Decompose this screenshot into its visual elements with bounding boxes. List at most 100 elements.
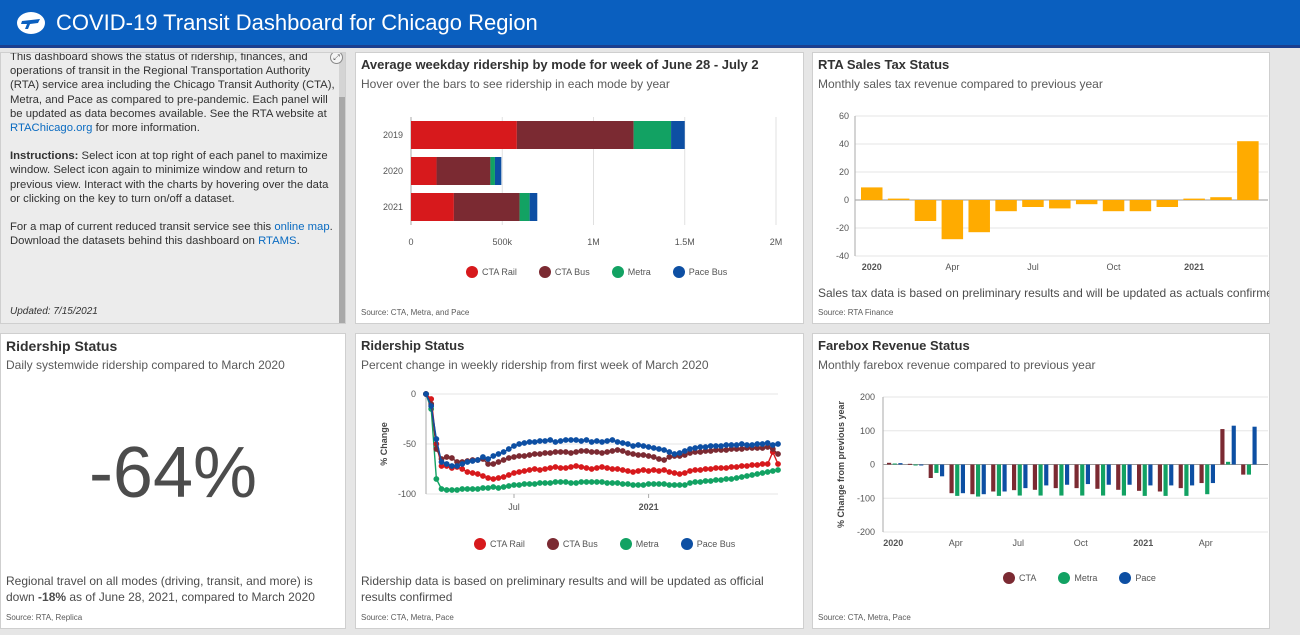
bar	[887, 462, 892, 465]
data-point	[500, 457, 507, 463]
bar	[1038, 464, 1043, 496]
bar	[1127, 464, 1132, 485]
weekday-legend[interactable]: CTA Rail CTA Bus Metra Pace Bus	[466, 266, 749, 278]
data-point	[728, 446, 735, 452]
y-tick-label: 2019	[383, 130, 403, 140]
x-tick-label: 2020	[862, 262, 882, 272]
online-map-link[interactable]: online map	[274, 221, 330, 234]
data-point	[769, 442, 776, 448]
weekday-legend-item[interactable]: Metra	[611, 266, 651, 278]
data-point	[624, 450, 631, 456]
data-point	[671, 451, 678, 457]
x-tick-label: 2M	[770, 237, 783, 247]
data-point	[604, 449, 611, 455]
data-point	[738, 441, 745, 447]
data-point	[526, 439, 533, 445]
data-point	[531, 439, 538, 445]
data-point	[676, 471, 683, 477]
weekly-line-chart[interactable]: 0 -50 -100 % Change Jul 2021	[356, 386, 804, 536]
bar	[940, 464, 945, 477]
data-point	[542, 438, 548, 444]
data-point	[604, 465, 611, 471]
bar-segment	[519, 193, 530, 221]
data-point	[474, 457, 481, 463]
bar	[955, 464, 960, 496]
data-point	[500, 449, 507, 455]
data-point	[697, 449, 704, 455]
data-point	[630, 451, 636, 457]
farebox-legend-item[interactable]: Pace	[1119, 572, 1156, 584]
weekly-legend-item[interactable]: CTA Rail	[474, 538, 525, 550]
y-tick-label: 200	[860, 392, 875, 402]
data-point	[557, 465, 564, 471]
data-point	[764, 444, 771, 450]
data-point	[542, 480, 548, 486]
legend-label: Pace Bus	[696, 539, 736, 549]
data-point	[723, 465, 730, 471]
rta-website-link[interactable]: RTAChicago.org	[10, 122, 93, 135]
weekday-legend-item[interactable]: CTA Rail	[466, 266, 517, 278]
data-point	[593, 479, 600, 485]
data-point	[624, 468, 631, 474]
y-tick-label: 40	[839, 139, 849, 149]
data-point	[712, 443, 719, 449]
bar	[898, 463, 903, 465]
weekday-legend-item[interactable]: CTA Bus	[538, 266, 590, 278]
farebox-legend-item[interactable]: CTA	[1003, 572, 1036, 584]
data-point	[516, 453, 523, 459]
app-header: COVID-19 Transit Dashboard for Chicago R…	[0, 0, 1300, 48]
weekday-bar-chart[interactable]: 0 500k 1M 1.5M 2M 2019 2020 2021	[356, 103, 804, 303]
data-point	[516, 441, 523, 447]
bar	[1169, 464, 1174, 486]
data-point	[490, 476, 497, 482]
data-point	[578, 438, 585, 444]
y-tick-label: 0	[870, 460, 875, 470]
bar	[861, 187, 883, 200]
data-point	[583, 448, 590, 454]
scrollbar[interactable]	[339, 53, 345, 323]
data-point	[671, 470, 678, 476]
data-point	[568, 437, 574, 443]
weekly-legend-item[interactable]: CTA Bus	[546, 538, 598, 550]
data-point	[521, 481, 528, 487]
kpi-note: Regional travel on all modes (driving, t…	[6, 573, 336, 605]
data-point	[759, 441, 766, 447]
scroll-thumb[interactable]	[339, 97, 345, 323]
bar-segment	[411, 193, 454, 221]
expand-icon[interactable]: ⤢	[330, 53, 343, 64]
data-point	[542, 450, 548, 456]
data-point	[712, 477, 719, 483]
instructions-text: Select icon at top right of each panel t…	[10, 150, 329, 205]
weekday-legend-item[interactable]: Pace Bus	[672, 266, 727, 278]
data-point	[728, 476, 735, 482]
data-point	[547, 465, 554, 471]
updated-date: Updated: 7/15/2021	[10, 306, 98, 317]
data-point	[769, 468, 776, 474]
farebox-legend-item[interactable]: Metra	[1058, 572, 1097, 584]
bar	[1065, 464, 1070, 485]
sales-tax-chart[interactable]: 60 40 20 0 -20 -40 2020 Apr Jul Oct 2021	[813, 108, 1270, 278]
data-point	[640, 467, 647, 473]
data-point	[547, 480, 554, 486]
data-point	[645, 444, 652, 450]
farebox-legend[interactable]: CTA Metra Pace	[1003, 572, 1178, 584]
data-point	[712, 447, 719, 453]
farebox-bar-chart[interactable]: 200 100 0 -100 -200 % Change from previous ye…	[813, 389, 1270, 559]
data-point	[588, 479, 595, 485]
bar	[1129, 200, 1152, 212]
weekly-legend-item[interactable]: Metra	[619, 538, 659, 550]
bar	[1178, 464, 1183, 489]
bar-segment	[436, 157, 491, 185]
data-point	[697, 479, 704, 485]
data-point	[650, 445, 657, 451]
bar	[1106, 464, 1111, 485]
data-point	[759, 470, 766, 476]
legend-label: CTA Rail	[482, 267, 517, 277]
weekly-legend-item[interactable]: Pace Bus	[680, 538, 736, 550]
weekly-legend[interactable]: CTA Rail CTA Bus Metra Pace Bus	[474, 538, 757, 550]
data-point	[707, 443, 714, 449]
rtams-link[interactable]: RTAMS	[258, 235, 297, 248]
data-point	[547, 437, 554, 443]
data-point	[443, 454, 450, 460]
data-point	[531, 451, 538, 457]
